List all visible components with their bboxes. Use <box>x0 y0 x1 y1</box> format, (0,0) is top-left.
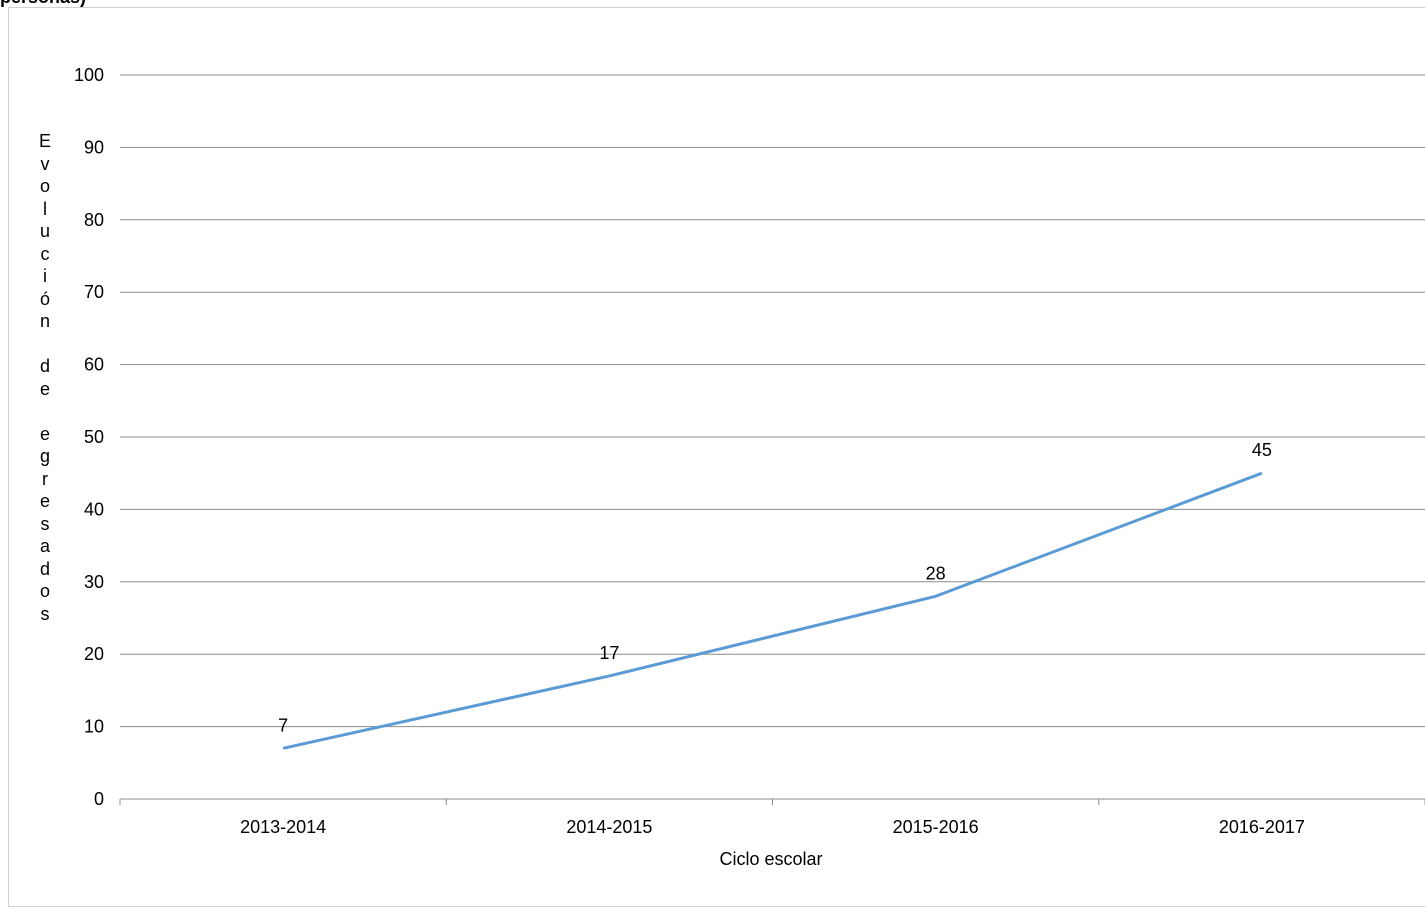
data-label: 28 <box>926 563 946 583</box>
y-tick-label: 50 <box>84 427 104 447</box>
x-tick-label: 2016-2017 <box>1219 817 1305 837</box>
data-labels: 7 17 28 45 <box>278 440 1272 735</box>
y-tick-label: 30 <box>84 572 104 592</box>
x-tick-label: 2015-2016 <box>893 817 979 837</box>
y-tick-label: 90 <box>84 137 104 157</box>
y-tick-label: 60 <box>84 355 104 375</box>
series-group <box>283 473 1262 748</box>
data-label: 45 <box>1252 440 1272 460</box>
y-tick-label: 40 <box>84 499 104 519</box>
y-tick-label: 20 <box>84 644 104 664</box>
y-tick-label: 100 <box>74 65 104 85</box>
y-tick-label: 10 <box>84 717 104 737</box>
y-tick-labels: 0 10 20 30 40 50 60 70 80 90 100 <box>74 65 104 809</box>
y-tick-label: 80 <box>84 210 104 230</box>
x-tick-label: 2013-2014 <box>240 817 326 837</box>
x-axis: 2013-2014 2014-2015 2015-2016 2016-2017 <box>120 799 1425 837</box>
x-tick-label: 2014-2015 <box>566 817 652 837</box>
gridlines <box>120 75 1425 727</box>
x-axis-label: Ciclo escolar <box>719 849 822 869</box>
series-line <box>283 473 1262 748</box>
y-tick-label: 0 <box>94 789 104 809</box>
data-label: 7 <box>278 715 288 735</box>
data-label: 17 <box>599 643 619 663</box>
y-tick-label: 70 <box>84 282 104 302</box>
